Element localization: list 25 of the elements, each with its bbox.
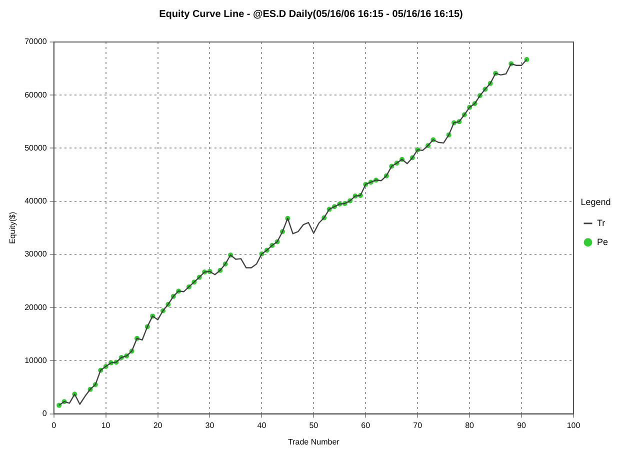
x-tick-label: 60: [361, 420, 371, 430]
y-tick-label: 40000: [24, 196, 48, 206]
y-tick-label: 60000: [24, 90, 48, 100]
y-tick-label: 20000: [24, 302, 48, 312]
x-tick-label: 10: [101, 420, 111, 430]
x-tick-label: 0: [52, 420, 57, 430]
x-axis-title: Trade Number: [288, 437, 340, 446]
y-tick-label: 0: [42, 409, 48, 418]
x-tick-label: 90: [517, 420, 527, 430]
y-axis-title: Equity($): [8, 212, 18, 244]
legend-title: Legend: [580, 197, 611, 208]
x-tick-label: 50: [309, 420, 319, 430]
x-tick-label: 70: [413, 420, 423, 430]
legend-label: Pe: [596, 236, 608, 247]
y-tick-label: 10000: [24, 356, 48, 365]
x-tick-label: 30: [205, 420, 215, 430]
y-tick-label: 30000: [24, 250, 48, 259]
x-tick-label: 20: [153, 420, 163, 430]
legend-label: Tr: [596, 218, 606, 228]
x-tick-label: 80: [465, 420, 475, 430]
chart-title: Equity Curve Line - @ES.D Daily(05/16/06 16:15 - 05/16/16 16:15): [159, 8, 463, 20]
y-tick-label: 50000: [24, 143, 48, 152]
x-tick-label: 40: [257, 420, 267, 430]
y-tick-label: 70000: [24, 37, 48, 46]
x-tick-label: 100: [566, 420, 581, 430]
